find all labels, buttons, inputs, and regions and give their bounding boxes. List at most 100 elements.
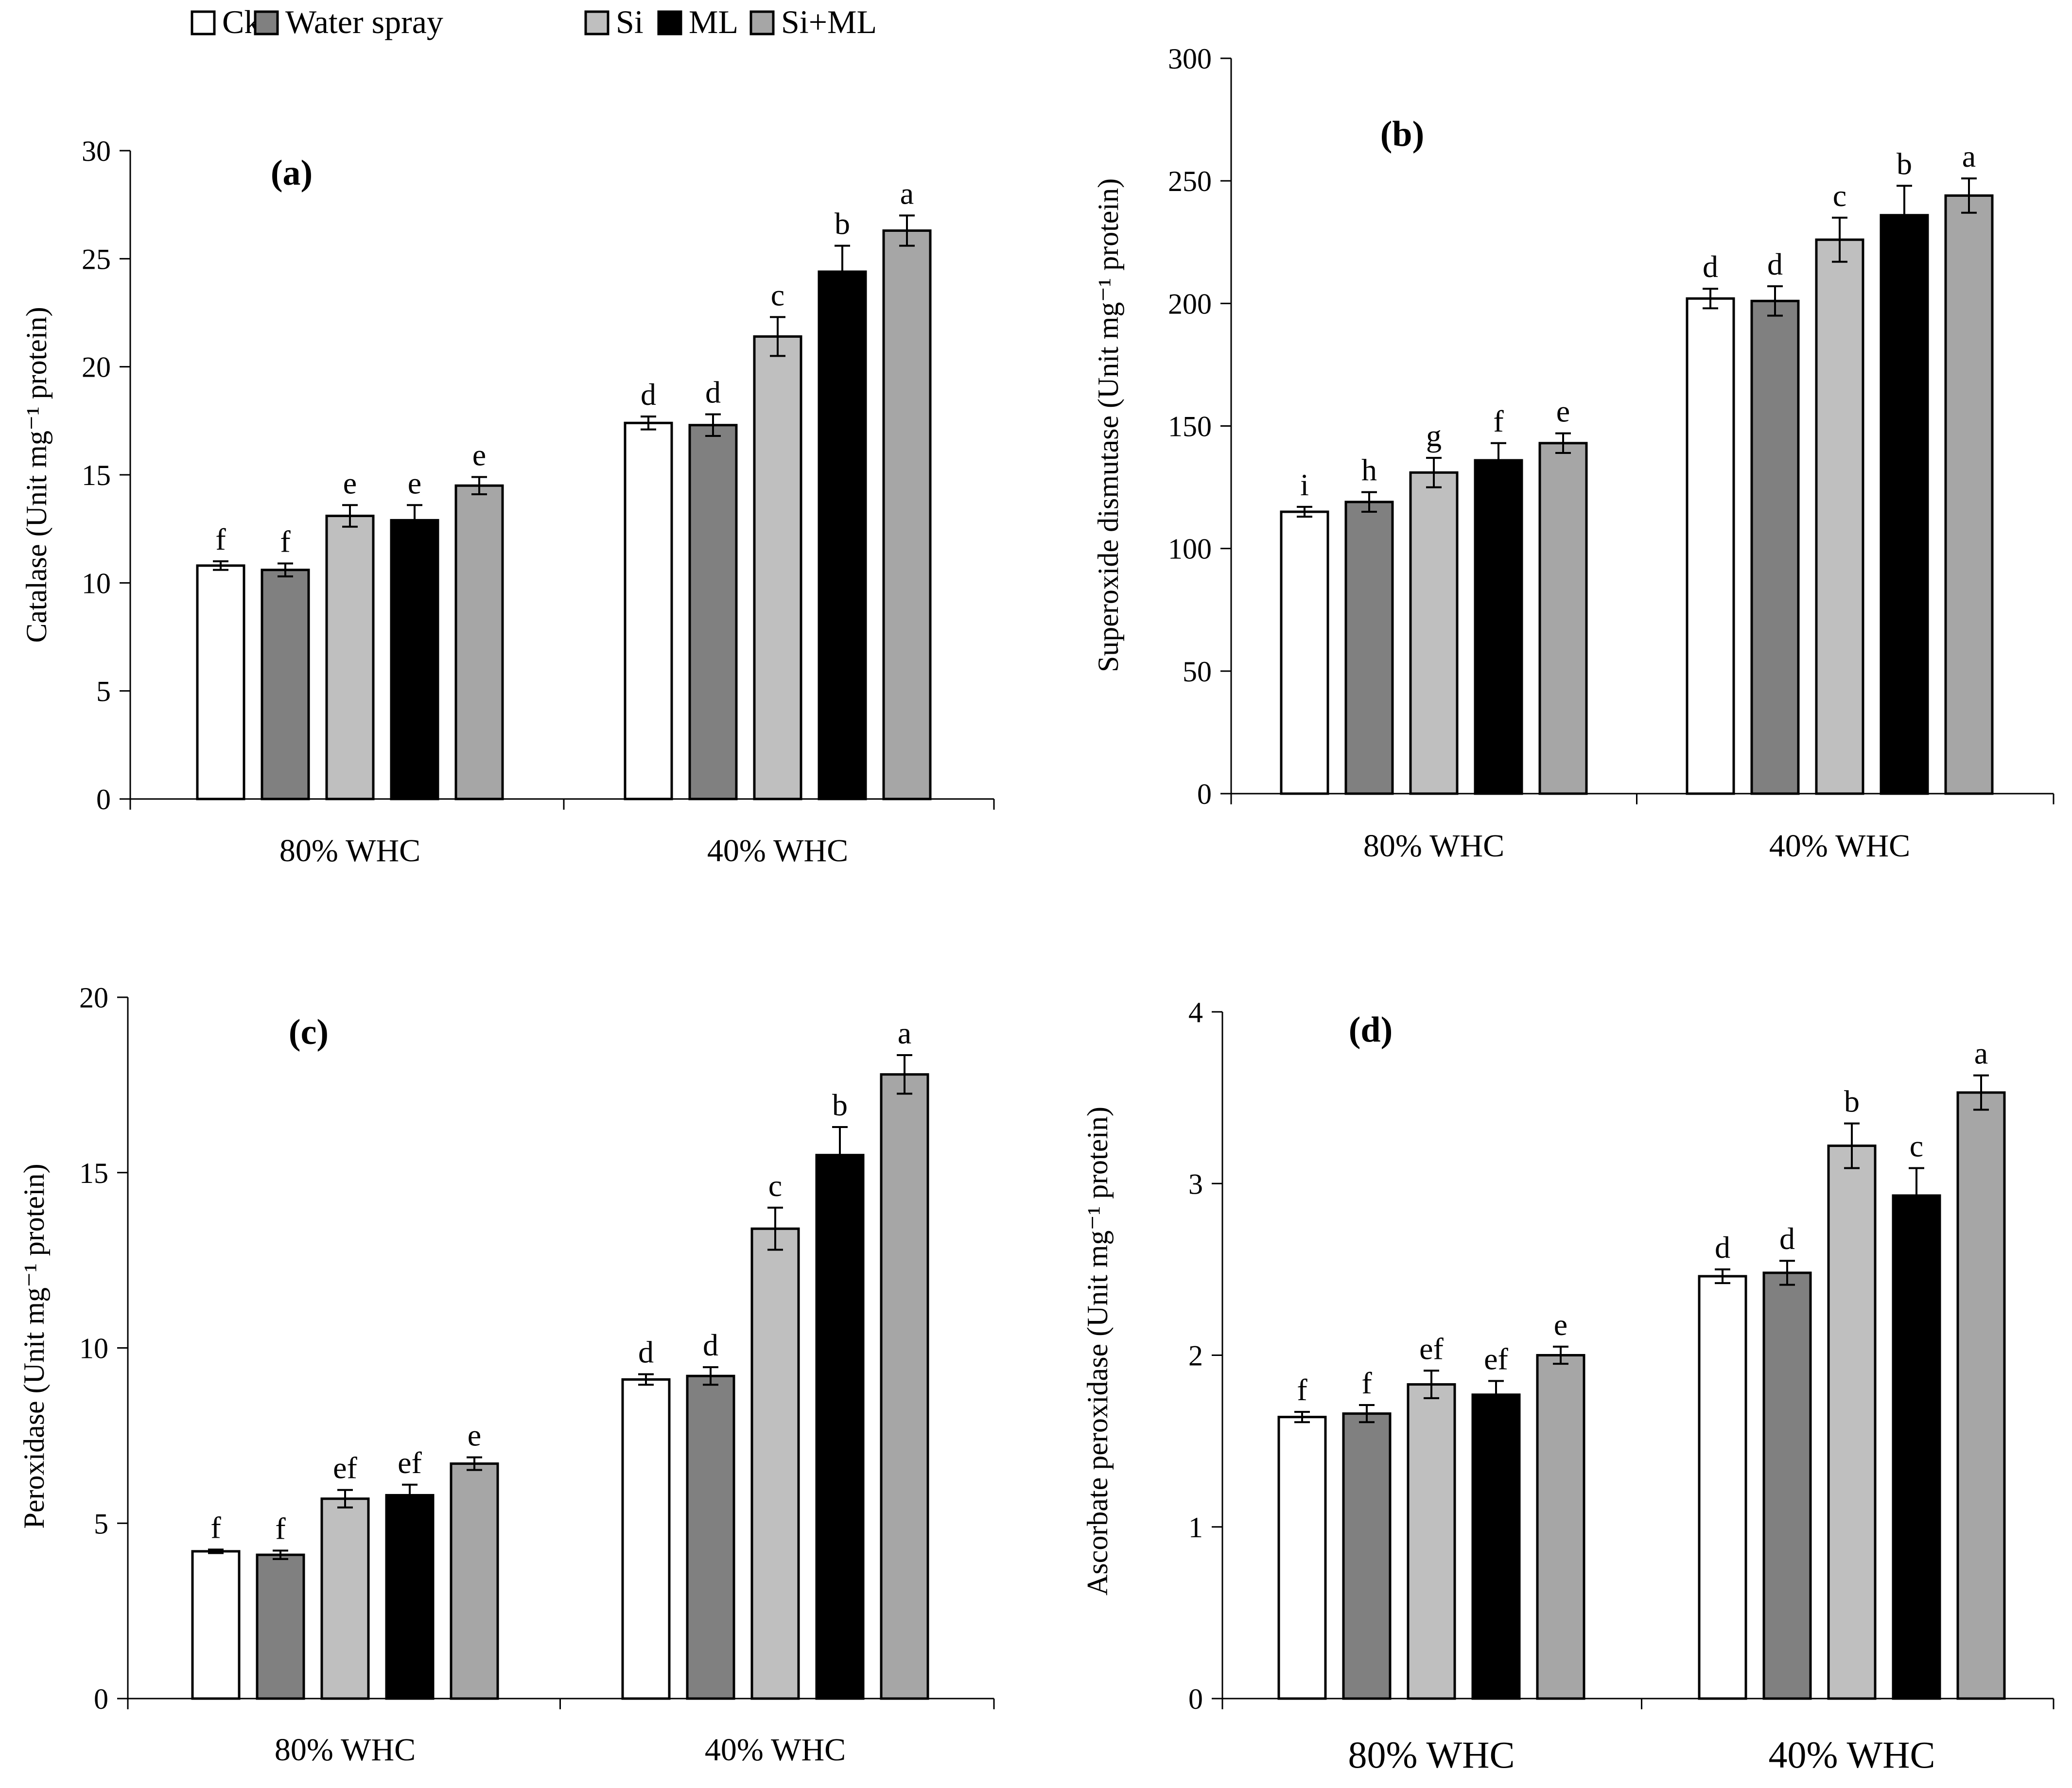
significance-letter: ef [333,1451,357,1485]
y-tick-label: 4 [1188,996,1203,1028]
significance-letter: f [280,524,291,558]
significance-letter: b [1844,1084,1860,1119]
bar-water-40whc [1750,299,1800,795]
bar-ck-40whc [621,1378,671,1700]
significance-letter: a [900,176,914,210]
bar-water-80whc [1342,1412,1392,1700]
x-category-label: 80% WHC [1363,828,1504,864]
significance-letter: a [1974,1036,1988,1071]
significance-letter: f [210,1510,221,1545]
legend-item-si: Si [584,3,644,40]
significance-letter: ef [1484,1341,1508,1376]
bar-ml-80whc [385,1494,435,1700]
bar-water-80whc [1344,501,1394,795]
bar-ml-80whc [1471,1393,1521,1700]
legend-label-si: Si [616,3,644,40]
legend-item-water: Water spray [254,3,443,40]
panel-b-superoxide-dismutase: 0 50 100 150 200 250 300 80% WHC 40% WHC (b) Super… [1092,43,2055,864]
significance-letter: e [472,437,486,472]
legend-label-ml: ML [689,3,738,40]
significance-letter: f [1493,404,1504,438]
significance-letter: a [1962,139,1976,174]
bar-siml-80whc [454,484,504,800]
bar-si-40whc [753,335,802,800]
significance-letter: f [1361,1366,1372,1400]
panel-title: (c) [289,1012,329,1052]
significance-letter: f [275,1511,286,1546]
bar-siml-40whc [1956,1091,2006,1700]
legend-label-water: Water spray [285,3,443,40]
x-category-label: 40% WHC [1769,828,1910,864]
bar-siml-40whc [1944,194,1994,795]
significance-letter: e [408,466,421,500]
legend: Ck Water spray Si ML Si+ML [191,3,877,40]
significance-letter: ef [398,1445,422,1480]
bar-ck-40whc [624,421,673,800]
bar-si-40whc [1827,1145,1877,1700]
y-tick-label: 1 [1188,1511,1203,1544]
y-tick-label: 0 [1197,778,1212,810]
significance-letter: d [1767,247,1783,281]
significance-letter: c [1910,1128,1923,1163]
significance-letter: d [1779,1221,1795,1256]
significance-letter: h [1361,453,1377,487]
bar-water-40whc [1762,1271,1812,1700]
bar-ck-80whc [1280,510,1329,795]
bar-water-40whc [688,424,738,800]
bar-ck-40whc [1686,297,1735,795]
y-tick-label: 50 [1183,656,1212,688]
y-tick-label: 10 [82,567,111,599]
significance-letter: d [1715,1230,1730,1265]
x-category-label: 80% WHC [275,1732,416,1768]
legend-item-siml: Si+ML [749,3,877,40]
panel-title: (d) [1349,1010,1393,1050]
significance-letter: c [768,1168,782,1203]
bar-si-80whc [325,514,375,800]
y-axis-title: Ascorbate peroxidase (Unit mg⁻¹ protein) [1081,1107,1114,1596]
significance-letter: e [343,466,357,500]
y-axis-title: Superoxide dismutase (Unit mg⁻¹ protein) [1092,178,1124,672]
bar-ml-40whc [1880,214,1929,795]
bar-siml-40whc [880,1073,929,1700]
panel-a-catalase: 0 5 10 15 20 25 30 80% WHC 40% WHC (a) Catalase (U… [20,135,995,868]
bar-si-80whc [1407,1383,1456,1700]
y-tick-label: 30 [82,135,111,167]
significance-letter: e [1554,1307,1567,1342]
legend-item-ck: Ck [191,3,261,40]
y-tick-label: 20 [79,982,108,1014]
y-tick-label: 5 [96,676,111,708]
x-category-label: 80% WHC [1348,1734,1515,1776]
bar-ck-80whc [196,564,245,800]
significance-letter: c [1833,178,1846,213]
x-category-label: 40% WHC [1768,1734,1935,1776]
x-category-label: 40% WHC [707,833,848,868]
bar-si-80whc [1409,471,1459,795]
significance-letter: f [1297,1372,1307,1407]
legend-swatch-ck [191,10,216,35]
significance-letter: c [771,278,784,312]
legend-item-ml: ML [657,3,738,40]
significance-letter: d [641,377,656,412]
bar-water-80whc [256,1553,305,1700]
y-axis-title: Peroxidase (Unit mg⁻¹ protein) [18,1163,50,1528]
bar-siml-80whc [1538,442,1588,795]
significance-letter: d [1703,249,1718,284]
y-axis-title: Catalase (Unit mg⁻¹ protein) [20,307,52,642]
bar-ml-40whc [815,1154,865,1700]
significance-letter: d [638,1335,654,1370]
bar-si-80whc [320,1497,370,1700]
y-tick-label: 250 [1168,165,1212,197]
y-tick-label: 5 [94,1508,108,1540]
significance-letter: ef [1419,1331,1444,1366]
bar-siml-40whc [882,229,932,800]
bar-ml-80whc [390,519,439,800]
y-tick-label: 15 [79,1157,108,1189]
y-tick-label: 300 [1168,43,1212,75]
y-tick-label: 15 [82,459,111,491]
y-tick-label: 200 [1168,288,1212,320]
bar-ck-80whc [1277,1416,1327,1700]
legend-swatch-si [584,10,609,35]
legend-swatch-water [254,10,279,35]
